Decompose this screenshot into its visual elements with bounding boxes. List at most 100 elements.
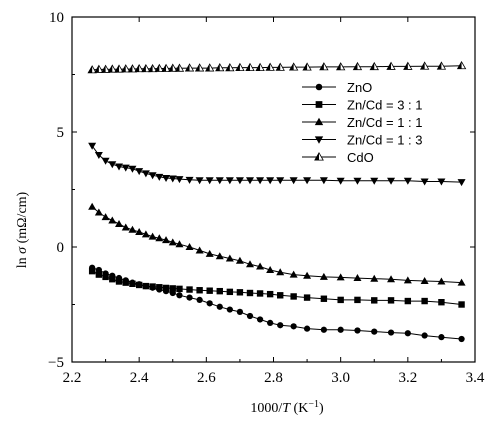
data-point [155, 173, 164, 181]
data-point-half [195, 64, 200, 72]
data-point [101, 213, 110, 221]
data-point [135, 228, 144, 236]
data-point [246, 289, 254, 297]
data-point [458, 301, 465, 308]
x-tick-label: 2.2 [63, 370, 82, 386]
data-point-half [225, 63, 230, 71]
legend-label: Zn/Cd = 1 : 3 [347, 133, 423, 148]
data-point [155, 234, 164, 242]
data-point [353, 177, 362, 185]
data-point [387, 329, 395, 336]
data-point [337, 326, 344, 333]
data-point [102, 273, 109, 281]
data-point [437, 277, 446, 285]
data-point [314, 136, 324, 144]
data-point [88, 202, 97, 210]
data-point [148, 172, 157, 180]
legend-entry: CdO [302, 150, 374, 165]
data-point-half [185, 64, 190, 72]
data-point [205, 249, 214, 257]
data-point [141, 230, 150, 238]
data-point [421, 332, 428, 339]
data-point [404, 330, 411, 337]
data-point [354, 327, 361, 334]
data-point [276, 177, 285, 185]
data-point [206, 300, 213, 307]
data-point [256, 290, 264, 297]
legend: ZnO Zn/Cd = 3 : 1 Zn/Cd = 1 : 1 Zn/Cd = 1 :… [302, 80, 423, 165]
y-axis-title: ln σ (mΩ/cm) [15, 191, 30, 268]
x-tick-label: 2.6 [197, 370, 216, 386]
data-point [438, 299, 445, 306]
data-point-half [115, 65, 120, 73]
data-point [115, 278, 123, 285]
data-point [387, 275, 396, 283]
data-point [149, 283, 156, 290]
data-point [246, 312, 254, 320]
data-point [128, 225, 137, 233]
data-point [267, 319, 274, 327]
data-point [256, 177, 265, 185]
data-point [371, 328, 378, 335]
data-point-half [128, 64, 133, 72]
data-point [88, 267, 96, 275]
data-point [175, 176, 184, 184]
data-point-half [256, 63, 261, 71]
data-point [122, 279, 129, 286]
y-tick-label: 5 [57, 125, 65, 141]
data-point-half [168, 64, 173, 72]
data-point [245, 177, 254, 185]
x-tick-label: 3.0 [331, 370, 350, 386]
data-point-half [420, 62, 425, 70]
data-point-half [162, 64, 167, 72]
data-point [168, 175, 177, 183]
data-point [458, 335, 465, 343]
data-point [290, 293, 297, 300]
data-point-half [276, 63, 281, 71]
data-point-half [135, 64, 140, 72]
data-point [101, 157, 110, 165]
data-point [176, 292, 183, 299]
data-point [186, 286, 193, 293]
data-point [121, 223, 130, 231]
data-point [135, 168, 144, 176]
data-point-half [289, 63, 294, 71]
data-point [303, 177, 312, 185]
data-point [403, 177, 412, 185]
data-point-half [88, 65, 93, 73]
data-point-half [314, 152, 319, 161]
data-point [387, 177, 396, 185]
data-point [121, 164, 130, 172]
data-point-half [108, 65, 113, 73]
data-point [289, 177, 298, 185]
data-point [303, 294, 311, 301]
data-point [266, 177, 275, 185]
data-point [226, 288, 234, 296]
data-point [337, 296, 344, 304]
data-point [128, 165, 137, 173]
series-triangle-down [88, 142, 466, 187]
y-tick-label: −5 [48, 355, 64, 371]
data-point [225, 254, 234, 262]
data-point [420, 178, 429, 186]
data-point [314, 117, 324, 126]
data-point [129, 280, 136, 287]
data-point-half [437, 62, 442, 70]
data-point-half [235, 63, 240, 71]
data-point [162, 236, 171, 244]
legend-entry: ZnO [302, 80, 372, 95]
series-square [88, 267, 465, 308]
series-line [91, 145, 462, 183]
data-point [319, 177, 328, 185]
data-point [169, 285, 176, 292]
data-point [195, 246, 204, 254]
data-point [421, 297, 428, 305]
legend-label: ZnO [347, 80, 372, 95]
data-point-half [353, 62, 358, 70]
data-point [266, 290, 274, 298]
data-point [336, 177, 345, 185]
data-point [108, 161, 117, 169]
data-point [320, 326, 327, 333]
data-point-half [141, 64, 146, 72]
